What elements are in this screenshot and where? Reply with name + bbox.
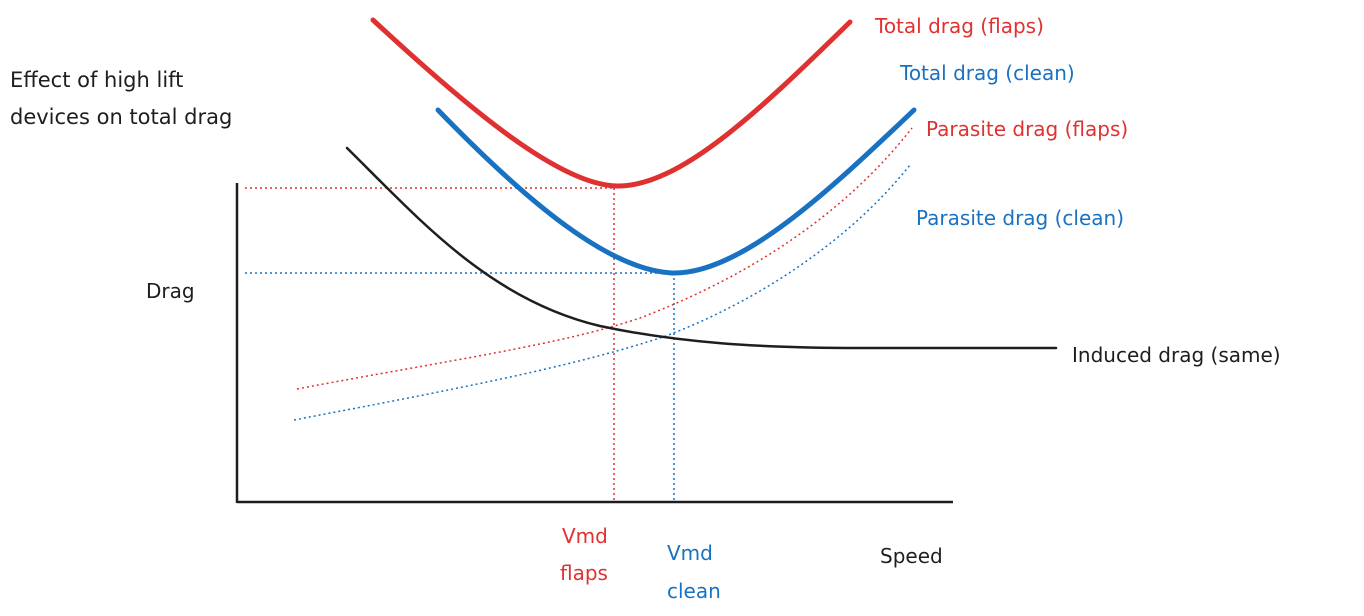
parasite-drag-clean-curve bbox=[293, 164, 911, 421]
diagram-title-line2: devices on total drag bbox=[10, 105, 232, 129]
total-drag-flaps-curve bbox=[370, 17, 853, 189]
total-drag-flaps-label: Total drag (flaps) bbox=[874, 14, 1044, 38]
y-axis-label: Drag bbox=[146, 279, 195, 303]
parasite-drag-flaps-label: Parasite drag (flaps) bbox=[926, 117, 1128, 141]
total-drag-clean-label: Total drag (clean) bbox=[899, 61, 1075, 85]
diagram-title-line1: Effect of high lift bbox=[10, 68, 183, 92]
x-axis-label: Speed bbox=[880, 544, 943, 568]
vmd-flaps-label-line1: Vmd bbox=[562, 524, 608, 548]
vmd-clean-label-line1: Vmd bbox=[667, 541, 713, 565]
parasite-drag-flaps-curve bbox=[296, 127, 913, 390]
induced-drag-curve bbox=[345, 146, 1058, 350]
vmd-flaps-label-line2: flaps bbox=[560, 561, 608, 585]
vmd-clean-label-line2: clean bbox=[667, 579, 721, 603]
parasite-drag-clean-label: Parasite drag (clean) bbox=[916, 206, 1124, 230]
induced-drag-label: Induced drag (same) bbox=[1072, 343, 1281, 367]
total-drag-clean-curve bbox=[435, 107, 917, 276]
